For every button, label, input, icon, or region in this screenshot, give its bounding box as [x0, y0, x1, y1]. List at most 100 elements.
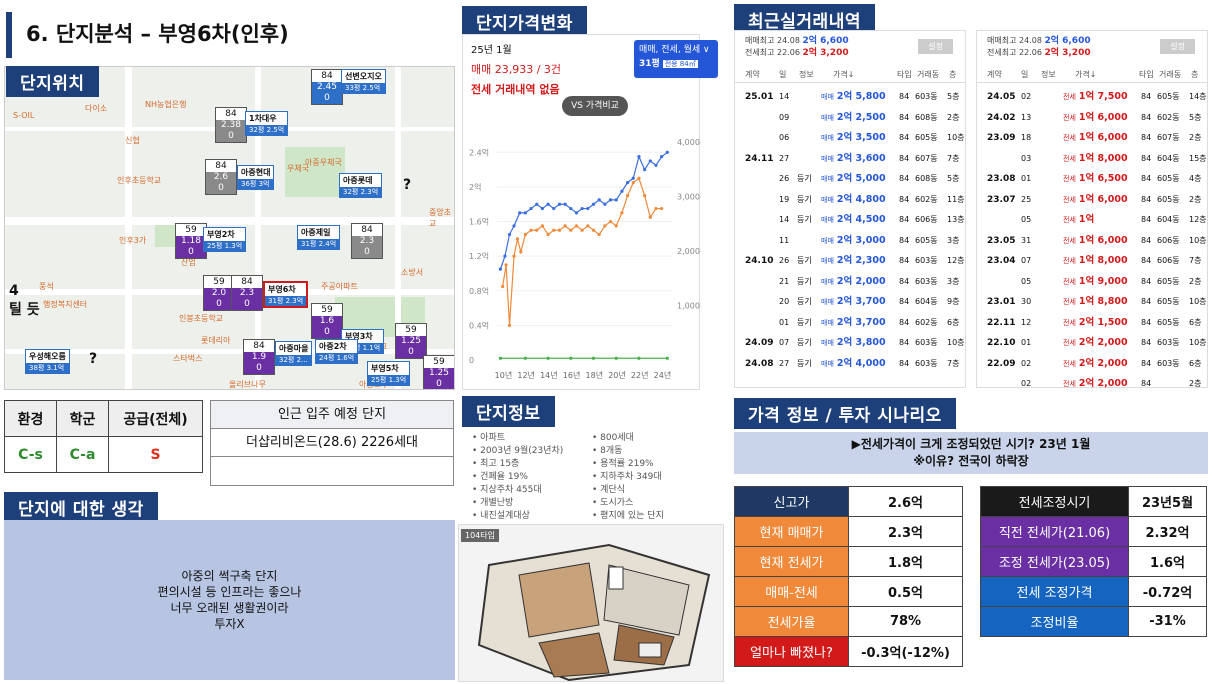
chart-period: 25년 1월 — [471, 45, 512, 56]
price-pin[interactable]: 84 2.6 0 — [205, 159, 237, 195]
transaction-row[interactable]: 22.09 02 전세 2억 2,000 84 603동 6층 — [977, 354, 1207, 374]
building-number: 603동 — [1157, 338, 1180, 347]
complex-label[interactable]: 선변오지오 33평 2.5억 — [341, 69, 386, 94]
price-pin[interactable]: 59 1.25 0 — [395, 323, 427, 359]
pin-price: 1.25 — [424, 368, 454, 379]
transaction-row[interactable]: 26 등기 매매 2억 5,000 84 608동 5층 — [735, 169, 965, 189]
location-map[interactable]: S-OIL 다이소 NH농협은행 신협 인후초등학교 산업 풍석 행정복지센터 아중우체국 우체국… — [4, 66, 455, 390]
contract-day: 27 — [779, 358, 790, 368]
column-header[interactable]: 거래동 — [1159, 70, 1182, 79]
column-header[interactable]: 타입 — [1139, 70, 1154, 79]
unit-type: 84 — [899, 256, 910, 265]
pin-size: 84 — [244, 340, 274, 352]
transaction-row[interactable]: 01 등기 매매 2억 3,700 84 602동 6층 — [735, 313, 965, 333]
complex-label[interactable]: 우성해오름 38평 3.1억 — [25, 349, 70, 374]
transaction-row[interactable]: 19 등기 매매 2억 4,800 84 602동 11층 — [735, 190, 965, 210]
contract-day: 20 — [779, 297, 790, 306]
price-pin[interactable]: 84 2.38 0 — [215, 107, 247, 143]
price-value: 2억 2,500 — [836, 111, 886, 123]
price-pin[interactable]: 84 2.3 0 — [231, 275, 263, 311]
settings-button[interactable]: 설정 — [918, 39, 953, 54]
complex-label[interactable]: 1차대우 32평 2.5억 — [245, 111, 289, 136]
transaction-row[interactable]: 24.09 07 등기 매매 2억 3,800 84 603동 10층 — [735, 333, 965, 353]
complex-label[interactable]: 아중마을 32평 2... — [275, 341, 313, 366]
complex-name: 부영3차 — [345, 332, 373, 341]
complex-name: 아중현대 — [241, 168, 271, 177]
map-place-label: NH농협은행 — [145, 100, 187, 109]
contract-day: 26 — [779, 174, 790, 183]
sale-summary: 매매 23,933 / 3건 — [471, 63, 562, 76]
transaction-row[interactable]: 24.08 27 등기 매매 2억 4,000 84 603동 7층 — [735, 354, 965, 374]
price-pin[interactable]: 59 1.25 0 — [423, 355, 454, 389]
building-number: 602동 — [915, 317, 938, 327]
scenario-key: 신고가 — [734, 486, 849, 517]
column-header[interactable]: 일 — [779, 70, 787, 79]
transaction-row[interactable]: 02 전세 2억 2,000 84 2층 — [977, 374, 1207, 394]
column-header[interactable]: 층 — [949, 70, 957, 79]
transaction-row[interactable]: 24.10 26 등기 매매 2억 2,300 84 603동 12층 — [735, 251, 965, 271]
transaction-row[interactable]: 22.10 01 전세 2억 2,000 84 603동 10층 — [977, 333, 1207, 353]
column-header[interactable]: 계약 — [745, 70, 760, 79]
price-pin[interactable]: 84 1.9 0 — [243, 339, 275, 375]
transaction-row[interactable]: 24.11 27 매매 2억 3,600 84 607동 7층 — [735, 149, 965, 169]
price-pin[interactable]: 84 2.3 0 — [351, 223, 383, 259]
building-number: 606동 — [1157, 256, 1180, 265]
contract-day: 02 — [1021, 358, 1032, 368]
complex-label[interactable]: 아중제일 31평 2.4억 — [297, 225, 341, 250]
column-header[interactable]: 정보 — [1041, 70, 1056, 79]
y-tick-left: 2.4억 — [469, 147, 489, 157]
pin-price: 1.6 — [312, 316, 342, 327]
column-header[interactable]: 가격↓ — [833, 70, 855, 79]
price-pin[interactable]: 84 2.45 0 — [311, 69, 343, 105]
transaction-row[interactable]: 22.11 12 전세 2억 1,500 84 605동 6층 — [977, 313, 1207, 333]
column-header[interactable]: 타입 — [897, 70, 912, 79]
complex-label[interactable]: 아중2차 24평 1.6억 — [315, 339, 359, 364]
transaction-row[interactable]: 23.04 07 전세 1억 8,000 84 606동 7층 — [977, 251, 1207, 271]
transaction-row[interactable]: 24.05 02 전세 1억 7,500 84 605동 14층 — [977, 87, 1207, 107]
transaction-row[interactable]: 03 전세 1억 8,000 84 604동 15층 — [977, 149, 1207, 169]
registration-info: 등기 — [797, 256, 812, 265]
column-header[interactable]: 계약 — [987, 70, 1002, 79]
transaction-row[interactable]: 23.07 25 전세 1억 6,000 84 605동 2층 — [977, 190, 1207, 210]
complex-label[interactable]: 부영5차 25평 1.3억 — [367, 361, 411, 386]
transaction-row[interactable]: 06 매매 2억 3,500 84 605동 10층 — [735, 128, 965, 148]
column-header[interactable]: 가격↓ — [1075, 70, 1097, 79]
transaction-row[interactable]: 20 등기 매매 2억 3,700 84 604동 9층 — [735, 292, 965, 312]
transaction-row[interactable]: 25.01 14 매매 2억 5,800 84 603동 5층 — [735, 87, 965, 107]
complex-label[interactable]: 아중롯데 32평 2.3억 — [339, 173, 383, 198]
transaction-row[interactable]: 11 매매 2억 3,000 84 605동 3층 — [735, 231, 965, 251]
transaction-row[interactable]: 14 등기 매매 2억 4,500 84 606동 13층 — [735, 210, 965, 230]
floor-number: 11층 — [947, 194, 965, 204]
column-header[interactable]: 일 — [1021, 70, 1029, 79]
transaction-row[interactable]: 24.02 13 전세 1억 6,000 84 602동 5층 — [977, 108, 1207, 128]
complex-label[interactable]: 아중현대 36평 3억 — [237, 165, 275, 190]
transaction-row[interactable]: 23.09 18 전세 1억 6,000 84 607동 2층 — [977, 128, 1207, 148]
contract-day: 31 — [1021, 235, 1032, 245]
price-pin[interactable]: 59 2.0 0 — [203, 275, 235, 311]
floor-number: 14층 — [1189, 92, 1207, 101]
max-sale-label: 매매최고 — [745, 36, 775, 45]
price-pin[interactable]: 59 1.6 0 — [311, 303, 343, 339]
transactions-header: 최근실거래내역 — [734, 4, 875, 35]
transaction-row[interactable]: 23.01 30 전세 1억 8,800 84 605동 10층 — [977, 292, 1207, 312]
contract-day: 01 — [1021, 338, 1032, 347]
transaction-row[interactable]: 21 등기 매매 2억 2,000 84 603동 3층 — [735, 272, 965, 292]
floor-number: 2층 — [947, 112, 960, 122]
map-place-label: 소방서 — [401, 268, 424, 277]
pin-count: 0 — [312, 327, 342, 338]
trade-type-dropdown[interactable]: 매매, 전세, 월세 ∨ 31평 전용 84㎡ — [634, 40, 718, 78]
transaction-row[interactable]: 23.05 31 전세 1억 6,000 84 606동 10층 — [977, 231, 1207, 251]
transaction-row[interactable]: 05 전세 1억 84 604동 12층 — [977, 210, 1207, 230]
settings-button[interactable]: 설정 — [1160, 39, 1195, 54]
complex-label[interactable]: 부영6차 31평 2.3억 — [263, 281, 309, 308]
complex-name: 아중제일 — [301, 228, 331, 237]
column-header[interactable]: 정보 — [799, 70, 814, 79]
complex-label[interactable]: 부영2차 25평 1.3억 — [203, 227, 247, 252]
transaction-row[interactable]: 09 매매 2억 2,500 84 608동 2층 — [735, 108, 965, 128]
vs-compare-button[interactable]: VS 가격비교 — [562, 96, 628, 116]
column-header[interactable]: 층 — [1191, 70, 1199, 79]
transaction-row[interactable]: 23.08 01 전세 1억 6,500 84 605동 4층 — [977, 169, 1207, 189]
column-header[interactable]: 거래동 — [917, 70, 940, 79]
series-point — [654, 163, 658, 167]
transaction-row[interactable]: 05 전세 1억 9,000 84 605동 2층 — [977, 272, 1207, 292]
